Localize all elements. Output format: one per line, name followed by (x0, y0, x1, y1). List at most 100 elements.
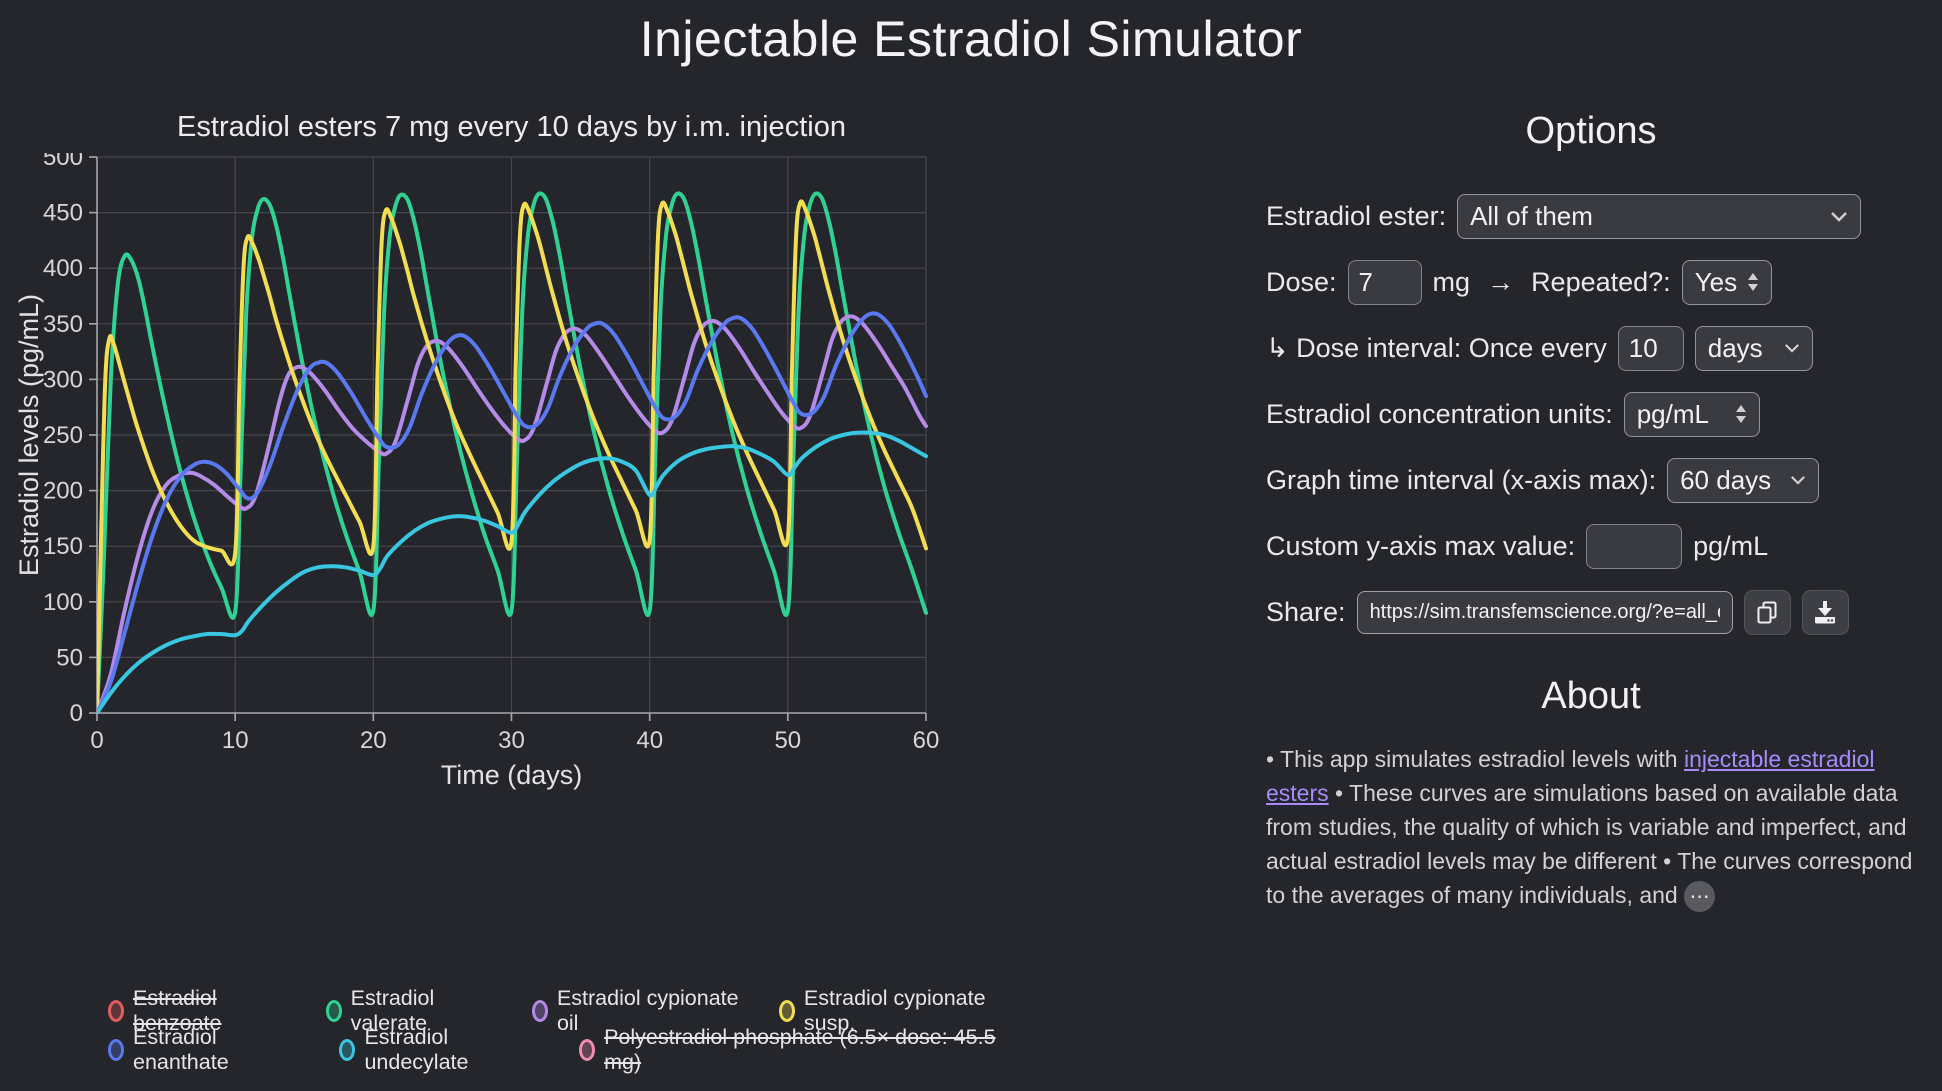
legend-item[interactable]: Estradiol undecylate (339, 1025, 553, 1075)
copy-link-button[interactable] (1743, 589, 1791, 635)
chart-panel: Estradiol esters 7 mg every 10 days by i… (14, 98, 1028, 1078)
x-tick-label: 60 (913, 727, 940, 754)
up-down-arrows-icon (1735, 405, 1746, 423)
legend-item[interactable]: Polyestradiol phosphate (6.5× dose: 45.5… (579, 1025, 1028, 1075)
chevron-down-icon (1791, 476, 1806, 485)
download-icon (1815, 601, 1836, 624)
chevron-down-icon (1784, 344, 1799, 353)
graph-interval-select[interactable]: 60 days (1667, 457, 1820, 503)
x-tick-label: 30 (498, 727, 525, 754)
y-tick-label: 350 (43, 311, 83, 338)
x-axis-title: Time (days) (440, 760, 583, 790)
about-text: • This app simulates estradiol levels wi… (1266, 742, 1916, 913)
interval-row: ↳ Dose interval: Once every days (1266, 325, 1916, 371)
legend-item[interactable]: Estradiol benzoate (108, 986, 300, 1036)
ymax-label: Custom y-axis max value: (1266, 530, 1576, 561)
about-text-2: • These curves are simulations based on … (1266, 780, 1913, 908)
repeated-select-value: Yes (1694, 266, 1738, 297)
legend-row: Estradiol benzoate Estradiol valerate Estr… (108, 986, 1028, 1035)
y-tick-label: 250 (43, 422, 83, 449)
page-title: Injectable Estradiol Simulator (639, 11, 1303, 67)
chart-legend: Estradiol benzoate Estradiol valerate Estr… (108, 986, 1028, 1074)
options-heading: Options (1525, 110, 1657, 152)
series-estradiol-cypionate-oil (97, 314, 928, 714)
arrow-right-icon: → (1487, 266, 1515, 297)
repeated-label: Repeated?: (1531, 266, 1671, 297)
legend-color-dot (325, 1000, 342, 1022)
y-tick-label: 450 (43, 200, 83, 227)
estradiol-chart[interactable]: 0 50 100 150 200 250 300 350 400 450 500 0 10 20 30 40 5… (18, 153, 978, 778)
ester-row: Estradiol ester: All of them (1266, 193, 1916, 239)
legend-item[interactable]: Estradiol enanthate (108, 1025, 313, 1075)
legend-item[interactable]: Estradiol cypionate oil (531, 986, 753, 1036)
dose-input[interactable] (1347, 259, 1422, 305)
series-estradiol-cypionate-susp- (97, 199, 928, 714)
legend-color-dot (108, 1039, 124, 1061)
about-text-1: • This app simulates estradiol levels wi… (1266, 746, 1684, 772)
legend-color-dot (108, 1000, 124, 1022)
share-url-input[interactable] (1356, 590, 1733, 634)
x-tick-label: 10 (222, 727, 249, 754)
legend-color-dot (579, 1039, 596, 1061)
expand-about-button[interactable]: ⋯ (1684, 881, 1716, 913)
repeated-select[interactable]: Yes (1681, 259, 1772, 305)
legend-color-dot (531, 1000, 548, 1022)
graph-interval-value: 60 days (1680, 464, 1772, 495)
legend-item[interactable]: Estradiol cypionate susp. (778, 986, 1028, 1036)
legend-label: Estradiol benzoate (133, 986, 222, 1035)
units-row: Estradiol concentration units: pg/mL (1266, 391, 1916, 437)
series-estradiol-enanthate (97, 311, 928, 714)
dose-unit-label: mg (1432, 266, 1471, 297)
ymax-input[interactable] (1586, 523, 1683, 569)
legend-label: Polyestradiol phosphate (6.5× dose: 45.5… (604, 1025, 996, 1074)
units-label: Estradiol concentration units: (1266, 398, 1613, 429)
interval-unit-value: days (1707, 332, 1763, 363)
y-tick-label: 500 (43, 153, 83, 171)
options-panel: Options Estradiol ester: All of them Dos… (1266, 98, 1916, 913)
legend-label: Estradiol enanthate (133, 1025, 229, 1074)
y-tick-label: 100 (43, 589, 83, 616)
chart-title: Estradiol esters 7 mg every 10 days by i… (177, 111, 846, 143)
y-tick-label: 400 (43, 255, 83, 282)
units-select-value: pg/mL (1636, 398, 1709, 429)
download-image-button[interactable] (1801, 589, 1849, 635)
interval-input[interactable] (1617, 325, 1684, 371)
ellipsis-icon: ⋯ (1689, 886, 1710, 909)
legend-row: Estradiol enanthate Estradiol undecylate P… (108, 1025, 1028, 1074)
ester-select[interactable]: All of them (1457, 193, 1862, 239)
ymax-row: Custom y-axis max value: pg/mL (1266, 523, 1916, 569)
injectable-esters-link[interactable]: injectable estradiol esters (1266, 746, 1875, 806)
interval-unit-select[interactable]: days (1694, 325, 1813, 371)
legend-label: Estradiol cypionate susp. (803, 986, 986, 1035)
y-tick-label: 200 (43, 478, 83, 505)
dose-label: Dose: (1266, 266, 1337, 297)
copy-icon (1757, 601, 1777, 624)
share-row: Share: (1266, 589, 1916, 635)
y-tick-label: 150 (43, 533, 83, 560)
ymax-unit-label: pg/mL (1693, 530, 1769, 561)
units-select[interactable]: pg/mL (1623, 391, 1760, 437)
y-tick-label: 0 (70, 700, 83, 727)
series-estradiol-undecylate (97, 430, 928, 714)
interval-label: ↳ Dose interval: Once every (1266, 332, 1607, 363)
chevron-down-icon (1831, 211, 1847, 222)
y-tick-label: 300 (43, 366, 83, 393)
graph-interval-row: Graph time interval (x-axis max): 60 day… (1266, 457, 1916, 503)
x-tick-label: 40 (636, 727, 663, 754)
y-tick-label: 50 (56, 644, 83, 671)
graph-interval-label: Graph time interval (x-axis max): (1266, 464, 1657, 495)
legend-label: Estradiol valerate (350, 986, 435, 1035)
legend-color-dot (778, 1000, 795, 1022)
legend-color-dot (339, 1039, 356, 1061)
x-tick-label: 20 (360, 727, 387, 754)
ester-select-value: All of them (1470, 200, 1593, 231)
about-heading: About (1541, 675, 1641, 717)
ester-label: Estradiol ester: (1266, 200, 1447, 231)
legend-label: Estradiol undecylate (364, 1025, 469, 1074)
legend-label: Estradiol cypionate oil (556, 986, 739, 1035)
legend-item[interactable]: Estradiol valerate (325, 986, 506, 1036)
x-tick-label: 0 (90, 727, 103, 754)
up-down-arrows-icon (1748, 273, 1759, 291)
dose-row: Dose: mg → Repeated?: Yes (1266, 259, 1916, 305)
